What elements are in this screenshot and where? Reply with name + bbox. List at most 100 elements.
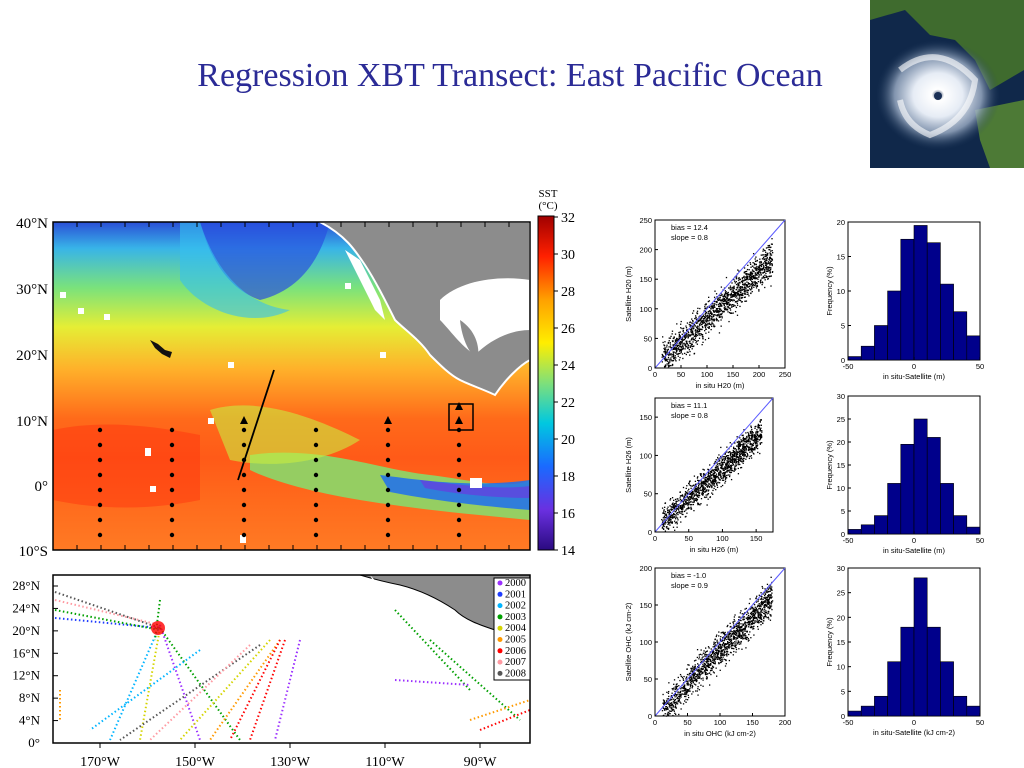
x-tick-label: 50 (683, 718, 691, 727)
lon-label: 170°W (80, 755, 121, 768)
histogram-bar (900, 443, 915, 535)
xbt-station-dot (241, 517, 247, 523)
histogram-bar (900, 626, 915, 717)
xbt-station-dot (169, 442, 175, 448)
xbt-station-dot (313, 517, 319, 523)
histogram-bar (940, 661, 954, 717)
xbt-station-dot (313, 427, 319, 433)
xbt-station-dot (456, 487, 462, 493)
histogram-bar (953, 695, 968, 717)
y-tick-label: 15 (837, 253, 845, 262)
colorbar-tick-label: 14 (561, 544, 575, 559)
track-lat-label: 0° (28, 735, 40, 750)
y-tick-label: 0 (841, 356, 845, 365)
xbt-track (109, 624, 161, 741)
histogram-bar (953, 311, 968, 361)
xbt-station-dot (97, 427, 103, 433)
colorbar-title-2: (°C) (538, 200, 557, 212)
x-tick-label: 50 (976, 536, 984, 545)
xbt-station-dot (456, 532, 462, 538)
x-tick-label: 50 (685, 534, 693, 543)
lon-label: 130°W (270, 755, 311, 768)
histogram-bar (966, 526, 981, 535)
sst-lat-label: 10°S (19, 544, 48, 560)
y-tick-label: 20 (837, 438, 845, 447)
x-axis-label: in situ-Satellite (kJ cm-2) (873, 728, 956, 737)
histogram-bar (887, 290, 902, 361)
legend-year: 2008 (505, 668, 526, 679)
y-tick-label: 20 (837, 613, 845, 622)
y-tick-label: 200 (639, 564, 652, 573)
legend-marker (497, 591, 503, 597)
y-tick-label: 100 (639, 638, 652, 647)
xbt-station-dot (241, 427, 247, 433)
lon-label: 150°W (175, 755, 216, 768)
y-tick-label: 5 (841, 507, 845, 516)
y-axis-label: Frequency (%) (825, 440, 834, 490)
xbt-track (159, 627, 241, 741)
xbt-station-dot (169, 457, 175, 463)
xbt-station-dot (169, 502, 175, 508)
x-tick-label: 200 (753, 370, 766, 379)
xbt-station-dot (97, 472, 103, 478)
xbt-track (89, 649, 201, 731)
y-tick-label: 200 (639, 246, 652, 255)
track-lat-label: 8°N (19, 690, 41, 705)
sst-lat-label: 10°N (16, 414, 48, 430)
track-lat-label: 12°N (12, 668, 40, 683)
x-axis-label: in situ-Satellite (m) (883, 546, 946, 555)
xbt-triangle-marker (455, 402, 463, 410)
xbt-station-dot (456, 517, 462, 523)
histogram-bar (847, 356, 862, 361)
x-tick-label: 150 (750, 534, 763, 543)
xbt-station-dot (97, 517, 103, 523)
xbt-track (429, 639, 521, 721)
xbt-track (209, 639, 281, 741)
y-axis-label: Frequency (%) (825, 266, 834, 316)
hurricane-satellite-image (870, 0, 1024, 168)
regression-stat: bias = 12.4 (671, 223, 708, 232)
xbt-track (249, 639, 286, 741)
x-tick-label: 200 (779, 718, 792, 727)
colorbar-tick-label: 28 (561, 285, 575, 300)
histogram-bar (874, 325, 888, 361)
xbt-triangle-marker (455, 416, 463, 424)
xbt-track (54, 591, 161, 629)
y-tick-label: 10 (837, 287, 845, 296)
xbt-station-dot (456, 442, 462, 448)
xbt-station-dot (169, 472, 175, 478)
histogram-bar (874, 515, 888, 535)
legend-marker (497, 580, 503, 586)
histogram-bar (900, 238, 915, 361)
xbt-station-dot (456, 457, 462, 463)
x-tick-label: 100 (714, 718, 727, 727)
track-lat-label: 20°N (12, 623, 40, 638)
y-axis-label: Satellite OHC (kJ cm-2) (624, 602, 633, 681)
xbt-station-dot (385, 532, 391, 538)
histogram-bar (887, 483, 902, 535)
x-tick-label: 250 (779, 370, 792, 379)
xbt-track (274, 639, 301, 741)
x-tick-label: -50 (843, 718, 854, 727)
legend-year: 2005 (505, 635, 526, 646)
legend-year: 2003 (505, 612, 526, 623)
xbt-station-dot (241, 502, 247, 508)
legend-marker (497, 659, 503, 665)
y-tick-label: 0 (841, 530, 845, 539)
xbt-track (119, 644, 261, 741)
y-tick-label: 150 (639, 413, 652, 422)
y-tick-label: 15 (837, 638, 845, 647)
x-tick-label: 50 (976, 362, 984, 371)
legend-year: 2007 (505, 657, 526, 668)
xbt-station-dot (97, 457, 103, 463)
xbt-triangle-marker (384, 416, 392, 424)
xbt-station-dot (313, 442, 319, 448)
xbt-station-dot (241, 472, 247, 478)
xbt-station-dot (169, 427, 175, 433)
y-tick-label: 25 (837, 415, 845, 424)
legend-year: 2002 (505, 601, 526, 612)
y-tick-label: 0 (648, 528, 652, 537)
one-to-one-line (654, 567, 786, 717)
xbt-station-dot (169, 487, 175, 493)
